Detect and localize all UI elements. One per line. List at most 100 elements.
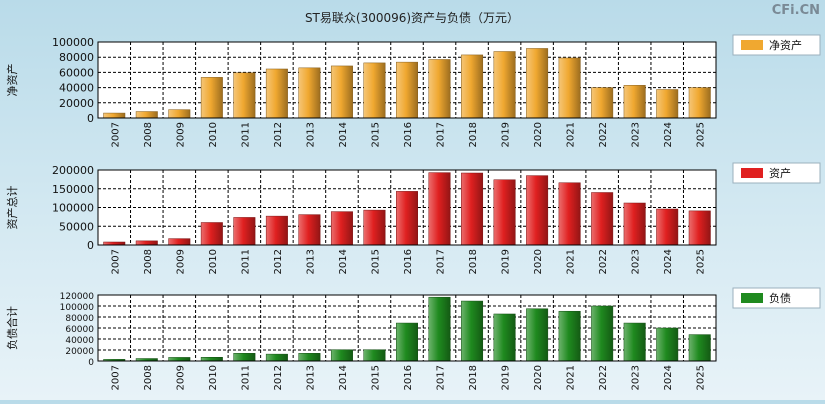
- x-tick-label: 2011: [240, 122, 251, 147]
- x-tick-label: 2011: [240, 365, 251, 390]
- x-tick-label: 2013: [305, 249, 316, 274]
- watermark: CFi.CN: [772, 3, 820, 18]
- y-axis-label: 净资产: [5, 64, 19, 97]
- x-tick-label: 2020: [533, 249, 544, 274]
- x-tick-label: 2021: [566, 249, 577, 274]
- x-tick-label: 2014: [338, 122, 349, 147]
- bar-2020: [526, 175, 549, 246]
- x-tick-label: 2007: [110, 249, 121, 274]
- y-axis-label: 资产总计: [5, 186, 19, 230]
- x-tick-label: 2016: [403, 365, 414, 390]
- bar-2024: [656, 89, 679, 119]
- y-tick-label: 40000: [65, 336, 94, 346]
- x-tick-label: 2024: [663, 122, 674, 147]
- y-tick-label: 0: [87, 112, 94, 125]
- bar-2018: [461, 172, 484, 246]
- chart-title: ST易联众(300096)资产与负债（万元）: [305, 11, 519, 25]
- x-tick-label: 2020: [533, 365, 544, 390]
- bar-2022: [591, 305, 614, 362]
- y-tick-label: 50000: [59, 220, 94, 233]
- x-tick-label: 2025: [696, 249, 707, 274]
- x-tick-label: 2018: [468, 365, 479, 390]
- x-tick-label: 2012: [273, 249, 284, 274]
- bar-2013: [298, 214, 321, 246]
- bar-2012: [265, 215, 288, 246]
- bar-2023: [623, 85, 646, 119]
- plot-border: [97, 294, 717, 362]
- bar-2018: [461, 300, 484, 362]
- x-tick-label: 2020: [533, 122, 544, 147]
- x-tick-label: 2009: [175, 122, 186, 147]
- bar-2013: [298, 67, 321, 119]
- y-tick-label: 80000: [59, 51, 94, 64]
- x-tick-label: 2024: [663, 365, 674, 390]
- legend-label: 资产: [769, 166, 791, 180]
- bar-2011: [233, 72, 256, 119]
- legend: 负债: [732, 287, 821, 309]
- bar-2024: [656, 208, 679, 246]
- y-axis-label: 负债合计: [5, 306, 19, 350]
- x-tick-label: 2010: [208, 249, 219, 274]
- x-tick-label: 2007: [110, 365, 121, 390]
- x-tick-label: 2012: [273, 365, 284, 390]
- bar-2021: [558, 182, 581, 246]
- y-tick-label: 20000: [65, 347, 94, 357]
- bar-2019: [493, 179, 516, 246]
- bar-2009: [168, 238, 191, 246]
- plot-border: [97, 41, 717, 119]
- bar-2017: [428, 296, 451, 362]
- legend-label: 负债: [769, 291, 791, 305]
- y-tick-label: 0: [87, 239, 94, 252]
- x-tick-label: 2018: [468, 122, 479, 147]
- x-tick-label: 2018: [468, 249, 479, 274]
- y-tick-label: 80000: [65, 314, 94, 324]
- x-tick-label: 2011: [240, 249, 251, 274]
- x-tick-label: 2008: [143, 122, 154, 147]
- bar-2008: [135, 240, 158, 246]
- bar-2009: [168, 109, 191, 119]
- x-tick-label: 2015: [370, 365, 381, 390]
- y-tick-label: 40000: [59, 82, 94, 95]
- y-tick-label: 100000: [52, 202, 94, 215]
- x-tick-label: 2007: [110, 122, 121, 147]
- bar-2012: [265, 68, 288, 119]
- bar-2011: [233, 353, 256, 362]
- y-tick-label: 0: [88, 358, 94, 368]
- bar-2017: [428, 59, 451, 119]
- bar-2007: [103, 112, 126, 119]
- x-tick-label: 2015: [370, 122, 381, 147]
- bar-2013: [298, 353, 321, 362]
- x-tick-label: 2014: [338, 249, 349, 274]
- chart-panel-2: 0 50000 100000 150000 200000 2007 2008 2009 2010…: [5, 162, 821, 274]
- x-tick-label: 2021: [566, 122, 577, 147]
- bar-2024: [656, 327, 679, 362]
- x-tick-label: 2025: [696, 365, 707, 390]
- x-tick-label: 2013: [305, 365, 316, 390]
- bar-2021: [558, 310, 581, 362]
- x-tick-label: 2008: [143, 249, 154, 274]
- x-tick-label: 2017: [436, 249, 447, 274]
- y-tick-label: 120000: [60, 292, 95, 302]
- bar-2014: [330, 211, 353, 246]
- bar-2019: [493, 313, 516, 362]
- bar-2020: [526, 48, 549, 119]
- bar-2016: [396, 191, 418, 246]
- x-tick-label: 2019: [501, 249, 512, 274]
- x-tick-label: 2023: [631, 249, 642, 274]
- y-tick-label: 150000: [52, 183, 94, 196]
- bar-2014: [330, 65, 353, 119]
- legend: 资产: [732, 162, 821, 184]
- x-tick-label: 2012: [273, 122, 284, 147]
- legend-swatch: [741, 293, 763, 303]
- x-tick-label: 2023: [631, 122, 642, 147]
- x-tick-label: 2017: [436, 365, 447, 390]
- bar-2025: [688, 334, 711, 362]
- bar-2010: [200, 357, 223, 362]
- x-tick-label: 2010: [208, 122, 219, 147]
- legend: 净资产: [732, 34, 821, 56]
- y-tick-label: 20000: [59, 97, 94, 110]
- x-tick-label: 2010: [208, 365, 219, 390]
- chart-panel-1: 0 20000 40000 60000 80000 100000 2007 2008 2009 2…: [5, 34, 821, 147]
